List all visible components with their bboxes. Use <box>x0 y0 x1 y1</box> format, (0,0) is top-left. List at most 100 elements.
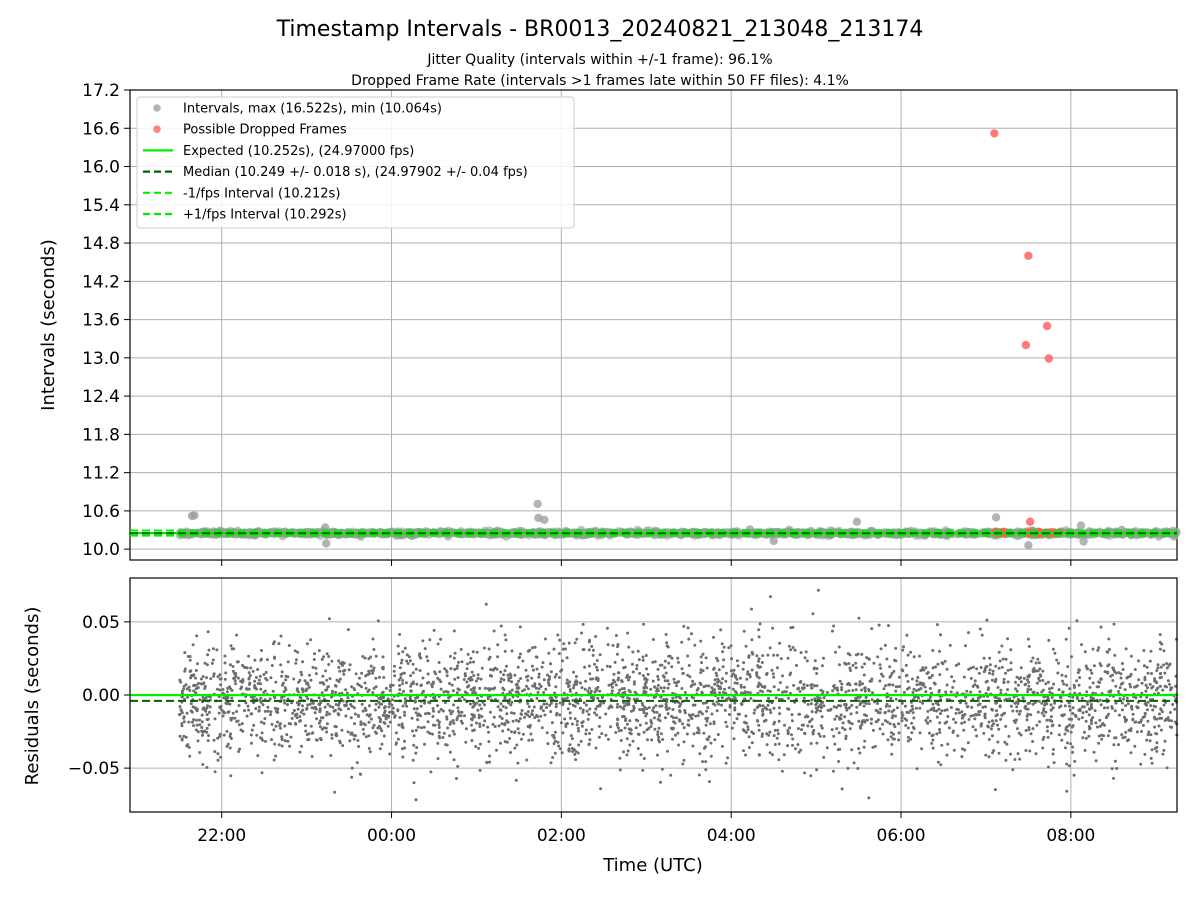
residual-point <box>997 650 1001 654</box>
residual-point <box>334 690 338 694</box>
residual-point <box>652 710 656 714</box>
residual-point <box>478 725 482 728</box>
residual-point <box>1086 702 1089 706</box>
residual-point <box>656 683 660 687</box>
residual-point <box>682 758 686 762</box>
residual-point <box>1068 708 1072 712</box>
residual-point <box>337 665 341 669</box>
residual-point <box>820 726 824 730</box>
residual-point <box>888 722 892 726</box>
residual-point <box>518 717 522 721</box>
residual-point <box>757 635 761 639</box>
residual-point <box>977 710 981 714</box>
residual-point <box>403 713 407 717</box>
residual-point <box>747 655 751 659</box>
residual-point <box>370 669 374 673</box>
residual-point <box>200 713 204 717</box>
residual-point <box>652 706 656 710</box>
residual-point <box>386 724 390 728</box>
residual-point <box>575 637 579 641</box>
residual-point <box>910 677 914 681</box>
residual-point <box>309 638 313 642</box>
residual-point <box>223 677 227 681</box>
residual-point <box>531 646 534 650</box>
dropped-frame-point <box>990 129 999 138</box>
residual-point <box>786 707 790 711</box>
bottom-y-tick-label: 0.00 <box>82 686 120 706</box>
residual-point <box>744 753 747 757</box>
residual-point <box>1162 703 1166 707</box>
residual-point <box>650 738 654 742</box>
residual-point <box>1156 666 1160 670</box>
residual-point <box>1017 731 1021 735</box>
residual-point <box>937 690 941 694</box>
residual-point <box>488 754 492 758</box>
residual-point <box>466 652 470 656</box>
residual-point <box>847 719 851 723</box>
residual-point <box>411 729 415 733</box>
residual-point <box>811 612 815 616</box>
residual-point <box>1142 664 1146 668</box>
residual-point <box>1171 703 1175 706</box>
residual-point <box>253 679 257 683</box>
residual-point <box>837 645 841 649</box>
residual-point <box>1065 762 1069 766</box>
residual-point <box>1089 704 1093 708</box>
residual-point <box>990 724 994 728</box>
residual-point <box>883 719 887 723</box>
residual-point <box>256 682 260 685</box>
bottom-y-tick-label: 0.05 <box>82 613 120 633</box>
residual-point <box>254 707 258 711</box>
residual-point <box>787 696 790 700</box>
residual-point <box>995 696 999 700</box>
residual-point <box>875 720 879 724</box>
residual-point <box>984 753 988 757</box>
residual-point <box>788 726 792 730</box>
residual-point <box>1016 702 1020 705</box>
residual-point <box>348 739 352 743</box>
residual-point <box>442 690 446 694</box>
residual-point <box>988 668 992 672</box>
residual-point <box>651 638 655 641</box>
residual-point <box>379 717 383 721</box>
residual-point <box>713 678 717 682</box>
residual-point <box>1022 676 1026 680</box>
residual-point <box>626 631 629 635</box>
residual-point <box>830 629 834 633</box>
residual-point <box>530 738 534 742</box>
residual-point <box>922 668 926 672</box>
residual-point <box>733 706 737 710</box>
residual-point <box>777 706 781 710</box>
residual-point <box>470 717 474 721</box>
residual-point <box>742 685 746 689</box>
residual-point <box>656 753 659 757</box>
residual-point <box>790 719 794 723</box>
residual-point <box>981 705 985 709</box>
residual-point <box>716 733 720 736</box>
residual-point <box>392 669 396 673</box>
residual-point <box>259 720 263 724</box>
residual-point <box>520 737 523 741</box>
residual-point <box>1046 729 1049 733</box>
residual-point <box>951 686 955 689</box>
residual-point <box>706 706 710 710</box>
residual-point <box>1173 707 1177 711</box>
residual-point <box>464 727 468 731</box>
residual-point <box>457 711 461 714</box>
residual-point <box>1025 718 1029 722</box>
residual-point <box>588 738 592 742</box>
residual-point <box>587 648 591 652</box>
residual-point <box>178 678 182 682</box>
residual-point <box>806 703 810 706</box>
residual-point <box>1170 725 1174 729</box>
residual-point <box>448 682 451 685</box>
residual-point <box>508 737 512 740</box>
residual-point <box>887 624 890 628</box>
residual-point <box>804 650 808 654</box>
residual-point <box>237 723 241 727</box>
residual-point <box>1019 666 1023 670</box>
residual-point <box>1036 710 1040 714</box>
residual-point <box>898 685 901 688</box>
residual-point <box>854 666 858 670</box>
residual-point <box>641 768 645 772</box>
